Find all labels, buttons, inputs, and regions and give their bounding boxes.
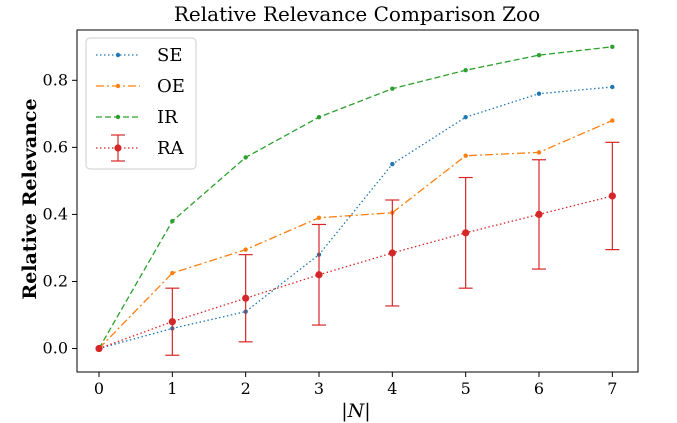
- y-tick-label: 0.6: [43, 137, 68, 156]
- data-point-ra: [388, 249, 396, 257]
- legend-marker-oe: [115, 83, 121, 89]
- x-tick-label: 7: [607, 379, 617, 398]
- data-point-ra: [462, 229, 470, 237]
- data-point-ir: [463, 68, 468, 73]
- x-tick-label: 4: [387, 379, 397, 398]
- data-point-oe: [170, 270, 175, 276]
- data-point-se: [390, 161, 395, 167]
- data-point-ra: [95, 344, 103, 353]
- y-tick-label: 0.4: [43, 204, 68, 223]
- data-point-ir: [390, 86, 395, 91]
- y-tick-label: 0.8: [43, 70, 68, 89]
- x-tick-label: 2: [241, 379, 251, 398]
- legend: SE OE IR RA: [85, 37, 197, 170]
- data-point-ir: [536, 52, 542, 58]
- series-ra: [95, 141, 620, 356]
- chart-title: Relative Relevance Comparison Zoo: [174, 2, 540, 26]
- series-line-ir: [98, 46, 613, 349]
- data-point-ra: [535, 210, 543, 219]
- y-tick-label: 0.2: [43, 271, 68, 290]
- data-point-oe: [536, 150, 542, 155]
- legend-label-ra: RA: [157, 138, 185, 159]
- data-point-ra: [315, 271, 323, 279]
- series-ir: [96, 44, 615, 351]
- data-point-ir: [170, 218, 175, 224]
- data-point-oe: [610, 118, 615, 123]
- data-point-ir: [610, 44, 615, 49]
- legend-label-oe: OE: [157, 76, 185, 97]
- legend-marker-ra: [114, 144, 122, 152]
- x-tick-label: 1: [167, 379, 177, 398]
- legend-label-ir: IR: [157, 107, 178, 128]
- legend-label-se: SE: [157, 45, 182, 66]
- data-point-se: [610, 84, 615, 90]
- data-point-oe: [316, 215, 322, 220]
- y-tick-label: 0.0: [43, 339, 68, 358]
- series-line-oe: [98, 119, 613, 349]
- x-tick-label: 5: [461, 379, 471, 398]
- data-point-ra: [168, 318, 176, 326]
- x-tick-label: 0: [94, 379, 104, 398]
- x-tick-label: 6: [534, 379, 544, 398]
- x-tick-label: 3: [314, 379, 324, 398]
- data-point-se: [536, 91, 542, 96]
- data-point-ra: [242, 294, 250, 302]
- plot-area-frame: [76, 29, 639, 373]
- y-axis-label: Relative Relevance: [19, 98, 41, 299]
- series-line-se: [98, 86, 613, 350]
- x-axis-label: |N|: [341, 400, 370, 422]
- data-point-ir: [243, 155, 248, 160]
- data-point-oe: [243, 247, 248, 252]
- data-point-oe: [463, 153, 468, 158]
- data-point-se: [463, 114, 468, 120]
- axis-ticks: 0 1 2 3 4 5 6 7 0.0 0.2 0.4 0.6 0.8: [43, 70, 618, 398]
- data-point-ir: [316, 114, 322, 120]
- data-series: [95, 44, 620, 356]
- legend-marker-ir: [115, 114, 121, 120]
- data-point-ra: [608, 192, 616, 200]
- legend-marker-se: [115, 52, 121, 58]
- legend-box: [85, 37, 197, 170]
